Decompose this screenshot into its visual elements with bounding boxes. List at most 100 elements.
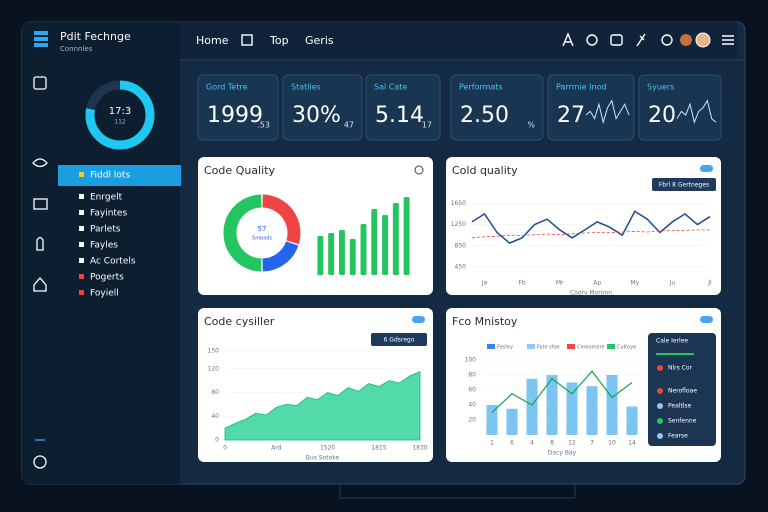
kpi-sparkline bbox=[585, 99, 630, 125]
line-series bbox=[491, 370, 633, 413]
donut-segment bbox=[262, 194, 301, 245]
side-icon[interactable] bbox=[33, 277, 47, 292]
menu-item[interactable]: Pogerts bbox=[90, 273, 124, 283]
y-tick-label: 80 bbox=[211, 389, 219, 396]
toggle[interactable] bbox=[412, 316, 425, 323]
donut-center-sublabel: Smeads bbox=[252, 236, 272, 242]
kpi-delta: 17 bbox=[422, 121, 432, 130]
kpi-card[interactable] bbox=[638, 74, 722, 141]
menu-item[interactable]: Fayles bbox=[90, 241, 118, 251]
x-axis-label: Bus Sotoke bbox=[306, 455, 340, 462]
popup-item[interactable]: Fearse bbox=[668, 433, 688, 440]
x-axis-label: Dacy Bay bbox=[548, 450, 577, 457]
gauge-label: 17:3 bbox=[109, 106, 131, 117]
kpi-card[interactable] bbox=[450, 74, 544, 141]
icon-font[interactable] bbox=[562, 32, 574, 47]
avatar[interactable] bbox=[695, 32, 711, 48]
x-tick-label: 4 bbox=[530, 440, 534, 447]
popup-item[interactable]: Senfenne bbox=[668, 418, 697, 425]
x-tick-label: 1815 bbox=[371, 445, 386, 452]
menu-bullet bbox=[79, 290, 84, 295]
popup-item[interactable]: Nerofloae bbox=[668, 388, 697, 395]
kpi-label: Statlies bbox=[291, 83, 321, 92]
x-axis-label: Coory Mornnn bbox=[570, 290, 612, 297]
menu-bullet bbox=[79, 242, 84, 247]
nav-icon[interactable] bbox=[241, 34, 253, 46]
y-tick-label: 80 bbox=[468, 372, 476, 379]
toggle[interactable] bbox=[700, 165, 713, 172]
search-icon[interactable] bbox=[414, 165, 424, 175]
kpi-delta: % bbox=[527, 121, 535, 130]
panel-title: Code cysiller bbox=[204, 315, 275, 328]
bar bbox=[382, 215, 389, 275]
kpi-value: 1999 bbox=[207, 103, 263, 128]
bar bbox=[392, 203, 399, 275]
x-tick-label: 1 bbox=[490, 440, 494, 447]
tag-label: Fbrl 8 Gertneges bbox=[659, 182, 709, 189]
menu-bullet bbox=[79, 274, 84, 279]
x-tick-label: 10 bbox=[608, 440, 616, 447]
popup-dot bbox=[657, 433, 663, 439]
bar bbox=[506, 408, 518, 435]
side-icon[interactable] bbox=[33, 455, 47, 469]
side-icon[interactable] bbox=[33, 198, 48, 210]
legend-label: Fesfey bbox=[497, 345, 513, 351]
tag-button[interactable] bbox=[371, 333, 427, 346]
popup-dot bbox=[657, 388, 663, 394]
icon-window[interactable] bbox=[610, 34, 623, 46]
donut-center-label: 57 bbox=[258, 225, 267, 233]
line-series bbox=[471, 210, 711, 244]
y-tick-label: 20 bbox=[468, 417, 476, 424]
popup bbox=[648, 333, 716, 446]
y-tick-label: 40 bbox=[211, 413, 219, 420]
side-icon[interactable] bbox=[36, 236, 44, 251]
side-icon[interactable] bbox=[32, 158, 48, 168]
tag-button[interactable] bbox=[652, 178, 716, 191]
popup-item[interactable]: Nlrs Cor bbox=[668, 365, 693, 372]
y-tick-label: 150 bbox=[208, 347, 220, 354]
icon-menu[interactable] bbox=[722, 35, 734, 45]
bar bbox=[371, 209, 378, 275]
panel-title: Code Quality bbox=[204, 164, 275, 177]
kpi-sparkline bbox=[676, 99, 717, 124]
y-tick-label: 120 bbox=[208, 365, 220, 372]
popup-item[interactable]: Pealtlse bbox=[668, 403, 692, 410]
kpi-card[interactable] bbox=[282, 74, 363, 141]
icon-tool[interactable] bbox=[636, 33, 646, 47]
bar bbox=[626, 406, 638, 435]
menu-item[interactable]: Fiddl Iots bbox=[90, 171, 130, 181]
menu-item[interactable]: Parlets bbox=[90, 225, 121, 235]
x-tick-label: Fb bbox=[518, 280, 525, 287]
menu-item[interactable]: Fayintes bbox=[90, 209, 127, 219]
nav-link[interactable]: Geris bbox=[305, 34, 334, 47]
avatar[interactable] bbox=[680, 34, 692, 46]
logo-bar bbox=[34, 31, 48, 35]
side-icon[interactable] bbox=[33, 76, 47, 90]
popup-dot bbox=[657, 365, 663, 371]
logo bbox=[34, 31, 48, 47]
kpi-card[interactable] bbox=[365, 74, 441, 141]
y-tick-label: 60 bbox=[468, 387, 476, 394]
popup-dot bbox=[657, 403, 663, 409]
menu-item[interactable]: Enrgelt bbox=[90, 193, 123, 203]
legend-swatch bbox=[487, 344, 495, 349]
tag-label: 6 Gdsrego bbox=[384, 337, 415, 344]
icon-refresh[interactable] bbox=[586, 34, 598, 46]
y-tick-label: 100 bbox=[465, 357, 477, 364]
y-tick-label: 450 bbox=[455, 264, 467, 271]
menu-item[interactable]: Ac Cortels bbox=[90, 257, 136, 267]
kpi-card[interactable] bbox=[547, 74, 635, 141]
gauge-sublabel: 112 bbox=[114, 119, 126, 126]
topbar bbox=[180, 22, 737, 60]
x-tick-label: 12 bbox=[568, 440, 576, 447]
toggle[interactable] bbox=[700, 316, 713, 323]
nav-link[interactable]: Home bbox=[196, 34, 229, 47]
logo-bar bbox=[34, 37, 48, 41]
menu-bullet bbox=[79, 210, 84, 215]
legend-label: Fate sfoe bbox=[537, 345, 560, 351]
area-series bbox=[224, 371, 421, 441]
nav-link[interactable]: Top bbox=[269, 34, 289, 47]
kpi-card[interactable] bbox=[197, 74, 279, 141]
icon-user[interactable] bbox=[661, 34, 673, 46]
menu-item[interactable]: Foyiell bbox=[90, 289, 119, 299]
